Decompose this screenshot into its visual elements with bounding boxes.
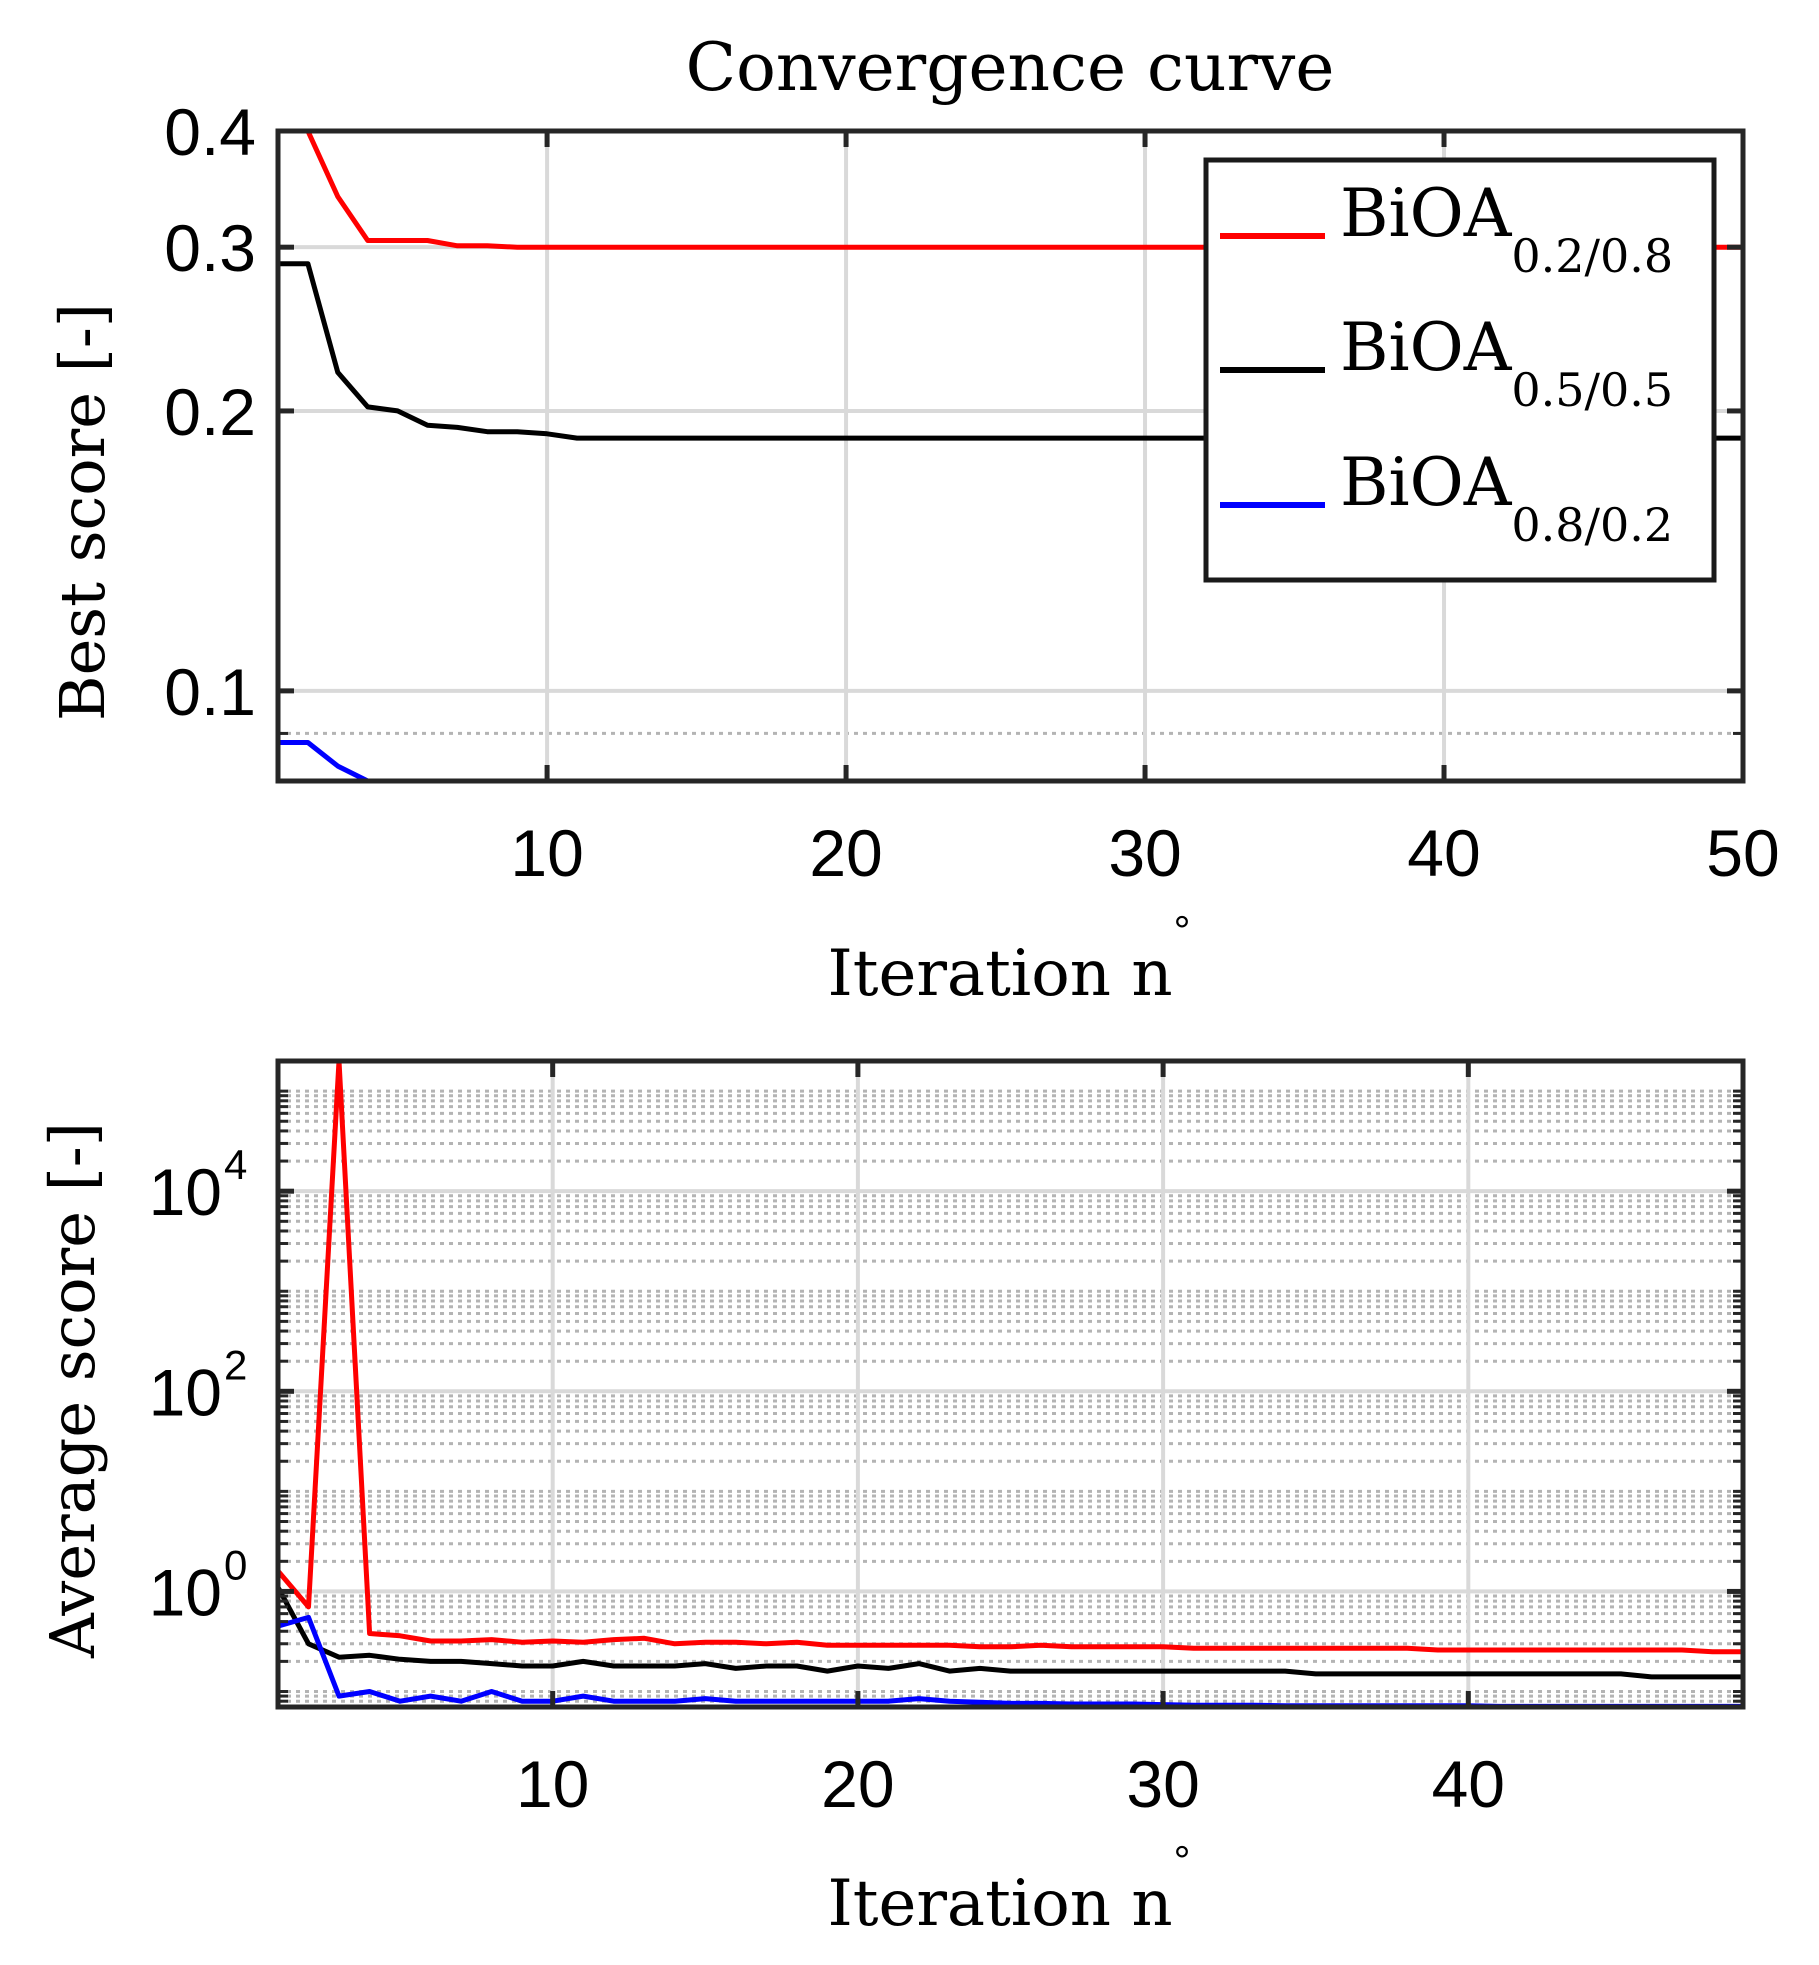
x-tick-labels: 10 20 30 40: [516, 1747, 1505, 1821]
x-tick-label: 30: [1126, 1747, 1199, 1821]
y-axis-label: Average score [-]: [36, 1122, 109, 1659]
y-tick-label: 10 0: [149, 1541, 248, 1629]
x-tick-label: 50: [1706, 816, 1779, 890]
x-axis-degree-symbol: °: [1174, 1837, 1191, 1884]
legend-label-bioa-08-02: BiOA0.8/0.2: [1340, 444, 1673, 552]
y-tick-labels: 0.1 0.2 0.3 0.4: [164, 95, 256, 729]
tick-marks: [278, 1059, 1743, 1709]
tick-marks: [278, 128, 1746, 783]
legend-label-bioa-05-05: BiOA0.5/0.5: [1340, 309, 1673, 417]
series-line-0-5-0-5: [275, 1586, 1743, 1680]
y-tick-label-base: 10: [149, 1555, 222, 1629]
y-tick-label-base: 10: [149, 1355, 222, 1429]
x-tick-label: 10: [510, 816, 583, 890]
y-tick-label-exponent: 4: [224, 1141, 247, 1188]
x-tick-label: 20: [809, 816, 882, 890]
axes-box: [275, 1058, 1746, 1710]
y-tick-label: 0.1: [164, 655, 256, 729]
y-tick-label-exponent: 2: [224, 1341, 247, 1388]
y-tick-label: 0.3: [164, 211, 256, 285]
x-tick-label: 30: [1108, 816, 1181, 890]
grid: [278, 1059, 1743, 1709]
legend-label-base: BiOA: [1340, 309, 1513, 386]
best-score-panel: Convergence curve 0.1 0.2 0.3 0.4 10 20 30 40 5…: [46, 29, 1780, 1011]
axes-box: [275, 128, 1746, 784]
legend-label-subscript: 0.2/0.8: [1511, 229, 1673, 283]
plot-area-background: [278, 1061, 1743, 1707]
y-tick-label: 10 4: [149, 1141, 248, 1229]
series-line-0-2-0-8: [278, 128, 1743, 250]
legend-label-subscript: 0.5/0.5: [1511, 363, 1673, 417]
x-tick-label: 20: [821, 1747, 894, 1821]
x-axis-degree-symbol: °: [1174, 907, 1191, 954]
legend-label-subscript: 0.8/0.2: [1511, 498, 1673, 552]
y-tick-label: 0.4: [164, 95, 256, 169]
y-tick-label-base: 10: [149, 1155, 222, 1229]
y-axis-label: Best score [-]: [46, 303, 119, 721]
y-tick-label: 0.2: [164, 375, 256, 449]
x-axis-label: Iteration n: [827, 1867, 1172, 1941]
y-tick-label-exponent: 0: [224, 1541, 247, 1588]
legend-label-base: BiOA: [1340, 444, 1513, 521]
x-tick-label: 40: [1432, 1747, 1505, 1821]
legend: BiOA0.2/0.8 BiOA0.5/0.5 BiOA0.8/0.2: [1203, 157, 1717, 583]
x-tick-labels: 10 20 30 40 50: [510, 816, 1779, 890]
series-line-0-2-0-8: [276, 1058, 1743, 1655]
legend-label-base: BiOA: [1340, 175, 1513, 252]
x-tick-label: 10: [516, 1747, 589, 1821]
chart-title: Convergence curve: [686, 29, 1335, 106]
legend-label-bioa-02-08: BiOA0.2/0.8: [1340, 175, 1673, 283]
series-line-0-5-0-5: [278, 261, 1743, 441]
x-tick-label: 40: [1407, 816, 1480, 890]
x-axis-label: Iteration n: [827, 937, 1172, 1011]
y-tick-label: 10 2: [149, 1341, 248, 1429]
